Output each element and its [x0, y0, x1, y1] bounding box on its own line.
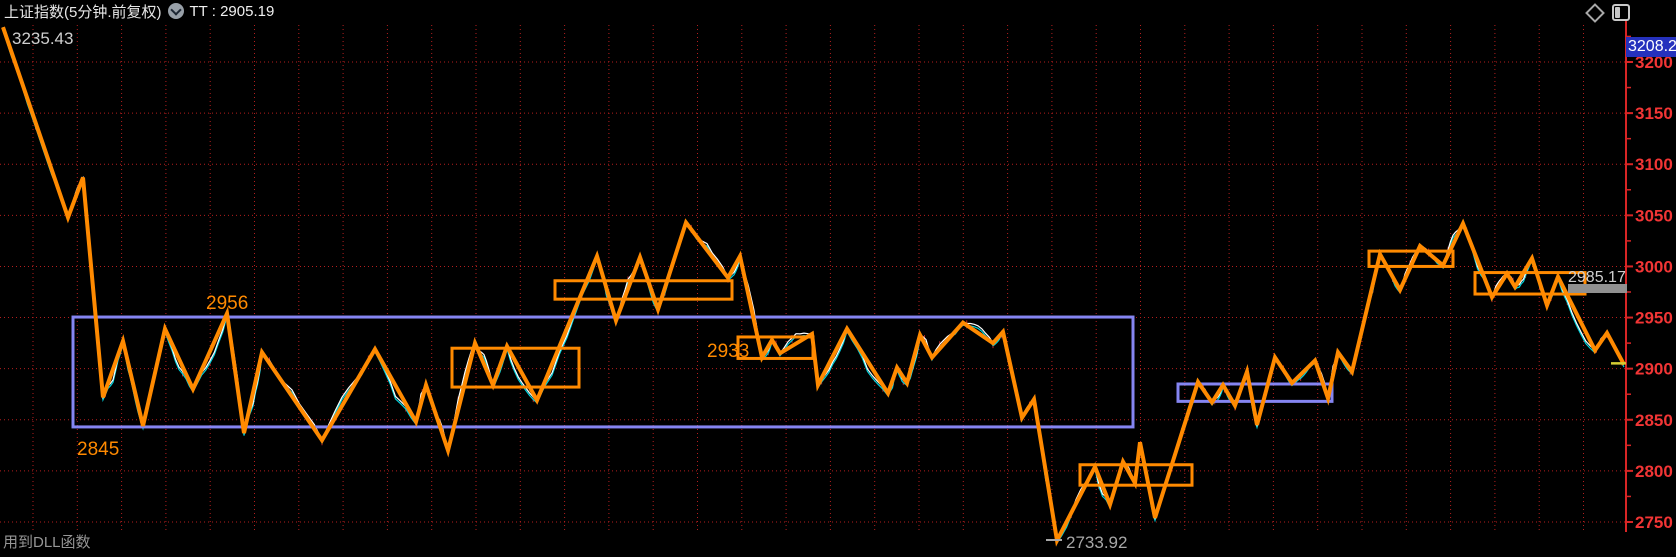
diamond-icon[interactable] — [1585, 2, 1605, 23]
price-annotation: 3235.43 — [12, 29, 73, 48]
price-annotation: 2985.17 — [1568, 269, 1626, 286]
y-axis-label: 3050 — [1635, 206, 1673, 225]
chart-title: 上证指数(5分钟.前复权) — [4, 3, 162, 21]
y-axis-label: 2850 — [1635, 411, 1673, 430]
y-axis: 3200 3150 3100 3050 3000 2950 2900 2850 2800 2750 — [1625, 20, 1673, 532]
price-line-white — [2, 27, 1625, 542]
y-axis-label: 2800 — [1635, 462, 1673, 481]
grid — [0, 25, 1626, 530]
annotation-box-orange[interactable] — [553, 279, 734, 301]
panel-layout-icon[interactable] — [1612, 4, 1630, 21]
price-annotation: 2845 — [77, 439, 119, 460]
y-axis-label: 3200 — [1635, 53, 1673, 72]
drawn-boxes — [71, 249, 1587, 487]
annotation-box-blue[interactable] — [1176, 382, 1334, 403]
y-axis-label: 3150 — [1635, 104, 1673, 123]
titlebar-tools — [1585, 2, 1630, 23]
zigzag-line — [1, 26, 1626, 547]
chart-titlebar: 上证指数(5分钟.前复权) TT : 2905.19 — [4, 1, 274, 21]
price-annotation: 2933 — [707, 341, 749, 362]
y-axis-label: 2750 — [1635, 513, 1673, 532]
y-axis-label: 3000 — [1635, 257, 1673, 276]
price-series — [2, 27, 1625, 545]
indicator-readout: TT : 2905.19 — [189, 2, 275, 20]
annotation-box-orange[interactable] — [1473, 271, 1587, 296]
y-axis-label: 2950 — [1635, 309, 1673, 328]
price-flag-bar — [1568, 284, 1627, 293]
y-axis-label: 2900 — [1635, 360, 1673, 379]
price-annotation: 2733.92 — [1066, 533, 1127, 552]
status-text: 用到DLL函数 — [3, 534, 91, 551]
annotation-labels: 3235.43 2956 2845 2933 2733.92 2985.17 — [12, 29, 1627, 552]
annotation-box-blue[interactable] — [71, 315, 1135, 429]
zigzag-overlay — [1, 26, 1626, 547]
price-annotation: 2956 — [206, 293, 248, 314]
chevron-down-icon[interactable] — [167, 3, 184, 19]
y-axis-label: 3100 — [1635, 155, 1673, 174]
price-line-cyan — [2, 29, 1625, 545]
annotation-box-orange[interactable] — [450, 346, 581, 389]
axis-top-price-badge: 3208.2 — [1626, 37, 1676, 57]
